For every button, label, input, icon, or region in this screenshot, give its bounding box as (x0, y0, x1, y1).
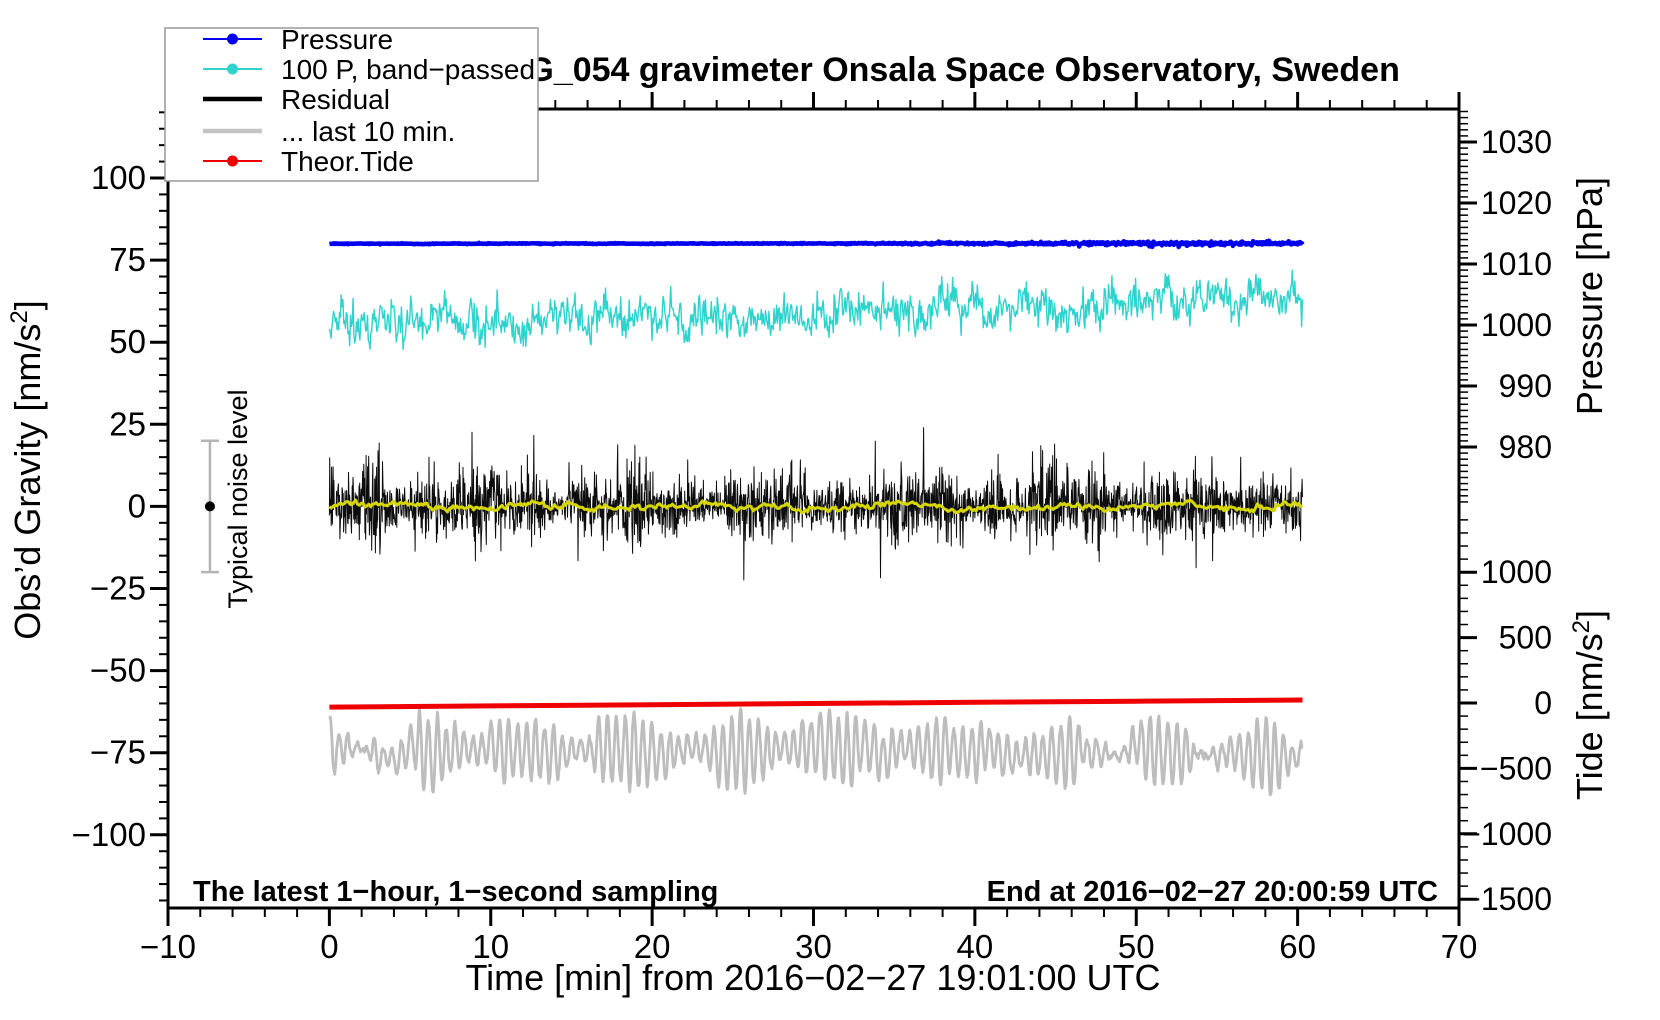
noise-level-label: Typical noise level (223, 389, 253, 608)
gravity-axis-title-end: ] (7, 300, 48, 310)
x-tick-label: 10 (472, 928, 509, 965)
tide-axis-title-end: ] (1569, 610, 1610, 620)
tide-tick-label: 1000 (1481, 554, 1552, 590)
x-tick-label: 60 (1279, 928, 1316, 965)
x-tick-label: 50 (1118, 928, 1155, 965)
sampling-annotation: The latest 1−hour, 1−second sampling (193, 876, 718, 908)
tide-tick-label: 500 (1499, 620, 1552, 656)
gravity-tick-label: 75 (109, 241, 146, 278)
gravity-tick-label: 25 (109, 405, 146, 442)
tide-axis-title: Tide [nm/s2] (1568, 610, 1610, 800)
tide-tick-label: 0 (1534, 685, 1552, 721)
gravity-tick-label: 100 (91, 159, 146, 196)
series-residual (328, 427, 1303, 581)
plot-layer: −10 0 10 20 30 40 50 60 70−100−75−50−25025507510… (72, 92, 1552, 965)
x-tick-label: 40 (957, 928, 994, 965)
x-tick-label: 20 (634, 928, 671, 965)
pressure-tick-label: 1010 (1481, 246, 1552, 282)
legend-item-pressure: Pressure (281, 24, 393, 55)
legend-sample-dot (227, 155, 238, 167)
legend-sample-dot (227, 33, 238, 45)
legend-item-residual: Residual (281, 84, 390, 115)
pressure-tick-label: 1030 (1481, 124, 1552, 160)
series-theor-tide (329, 697, 1303, 710)
gravity-axis-title-sup: 2 (6, 310, 33, 323)
gravity-tick-label: 50 (109, 323, 146, 360)
tide-axis-title-main: Tide [nm/s (1569, 633, 1610, 800)
x-axis-title: Time [min] from 2016−02−27 19:01:00 UTC (465, 957, 1160, 998)
gravity-axis-title: Obs’d Gravity [nm/s2] (6, 300, 48, 639)
legend-samples (203, 33, 262, 167)
tide-tick-label: −500 (1480, 750, 1552, 786)
chart-title: SCG_054 gravimeter Onsala Space Observat… (480, 51, 1400, 89)
series-pressure (327, 238, 1305, 250)
gravity-tick-label: −25 (90, 570, 146, 607)
tide-tick-label: −1000 (1462, 816, 1552, 852)
pressure-tick-label: 1000 (1481, 307, 1552, 343)
tide-axis-title-sup: 2 (1568, 620, 1595, 633)
pressure-tick-label: 990 (1499, 368, 1552, 404)
end-time-annotation: End at 2016−02−27 20:00:59 UTC (987, 876, 1438, 908)
series-100-p-band-passed (328, 269, 1304, 351)
tide-tick-label: −1500 (1462, 881, 1552, 917)
x-tick-label: 70 (1441, 928, 1478, 965)
legend-box (164, 27, 539, 182)
pressure-axis-title: Pressure [hPa] (1569, 177, 1610, 415)
series-last-10-min (328, 707, 1304, 797)
legend-item-last10min: ... last 10 min. (281, 116, 455, 147)
gravity-tick-label: −75 (90, 734, 146, 771)
pressure-tick-label: 980 (1499, 429, 1552, 465)
gravity-tick-label: 0 (128, 487, 146, 524)
pressure-tick-label: 1020 (1481, 185, 1552, 221)
legend-item-100p: 100 P, band−passed (281, 54, 535, 85)
gravity-axis-title-main: Obs’d Gravity [nm/s (7, 324, 48, 640)
legend: Pressure 100 P, band−passed Residual ...… (164, 24, 539, 182)
legend-sample-dot (227, 63, 238, 75)
noise-errorbar-dot (204, 501, 215, 512)
gravity-tick-label: −50 (90, 652, 146, 689)
x-tick-label: 0 (320, 928, 338, 965)
x-tick-label: 30 (795, 928, 832, 965)
legend-item-theor-tide: Theor.Tide (281, 146, 414, 177)
gravity-tick-label: −100 (72, 816, 146, 853)
x-tick-label: −10 (140, 928, 196, 965)
series-residual-smoothed-unlabeled-yellow (328, 498, 1303, 515)
